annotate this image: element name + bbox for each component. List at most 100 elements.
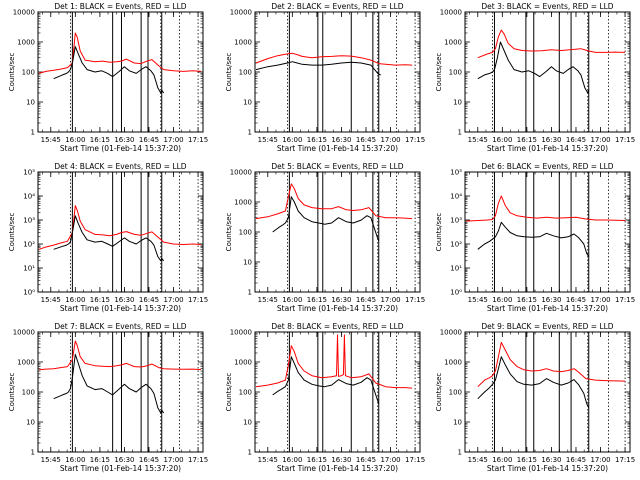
y-tick-label: 10¹	[450, 265, 462, 273]
x-tick-label: 16:00	[282, 456, 302, 464]
y-tick-label: 1000	[17, 39, 35, 47]
y-tick-label: 1000	[234, 39, 252, 47]
y-tick-label: 10000	[230, 169, 252, 177]
x-tick-label: 16:30	[331, 456, 351, 464]
x-tick-label: 17:15	[405, 456, 425, 464]
x-tick-label: 16:00	[492, 456, 512, 464]
x-tick-label: 16:45	[139, 456, 159, 464]
series-line-red-lld	[38, 205, 202, 250]
series-line-red-lld	[38, 340, 202, 371]
y-axis-label: Counts/sec	[225, 373, 233, 412]
x-tick-label: 16:15	[517, 296, 537, 304]
series-line-black-events	[53, 215, 165, 262]
x-tick-label: 15:45	[468, 136, 488, 144]
panel-det-9: Det 9: BLACK = Events, RED = LLD 1 10 100 10…	[435, 322, 635, 473]
x-tick-label: 16:30	[541, 456, 561, 464]
y-tick-label: 10000	[440, 329, 462, 337]
x-axis-label: Start Time (01-Feb-14 15:37:20)	[487, 304, 608, 313]
x-tick-label: 17:15	[615, 136, 635, 144]
x-tick-label: 16:45	[566, 136, 586, 144]
x-axis-label: Start Time (01-Feb-14 15:37:20)	[60, 304, 181, 313]
panel-title: Det 1: BLACK = Events, RED = LLD	[54, 2, 186, 11]
x-tick-label: 15:45	[258, 136, 278, 144]
series-line-red-lld	[255, 334, 413, 389]
y-tick-label: 1	[458, 449, 462, 457]
panel-det-1: Det 1: BLACK = Events, RED = LLD 1 10 100 10…	[8, 2, 208, 153]
panel-det-6: Det 6: BLACK = Events, RED = LLD 10⁰ 10¹ 10…	[435, 162, 635, 313]
y-axis-label: Counts/sec	[435, 373, 443, 412]
x-tick-label: 17:15	[405, 296, 425, 304]
y-axis-label: Counts/sec	[8, 213, 16, 252]
y-tick-label: 10	[243, 259, 252, 267]
plot-frame	[254, 11, 421, 133]
y-tick-label: 10⁵	[450, 169, 462, 177]
y-tick-label: 1	[248, 289, 252, 297]
x-tick-label: 16:45	[356, 296, 376, 304]
y-axis-label: Counts/sec	[8, 53, 16, 92]
panel-title: Det 4: BLACK = Events, RED = LLD	[54, 162, 186, 171]
y-tick-label: 100	[22, 69, 35, 77]
x-tick-label: 17:00	[380, 136, 400, 144]
y-tick-label: 1000	[234, 199, 252, 207]
plot-frame	[464, 331, 631, 453]
x-tick-label: 16:00	[65, 296, 85, 304]
x-tick-label: 17:15	[405, 136, 425, 144]
y-tick-label: 10000	[13, 329, 35, 337]
x-tick-label: 15:45	[258, 456, 278, 464]
x-tick-label: 16:15	[90, 136, 110, 144]
x-tick-label: 15:45	[258, 296, 278, 304]
y-tick-label: 100	[239, 229, 252, 237]
panel-title: Det 6: BLACK = Events, RED = LLD	[481, 162, 613, 171]
x-tick-label: 16:45	[139, 136, 159, 144]
y-tick-label: 10²	[23, 241, 35, 249]
series-line-black-events	[53, 353, 165, 414]
x-axis-label: Start Time (01-Feb-14 15:37:20)	[60, 144, 181, 153]
panel-det-3: Det 3: BLACK = Events, RED = LLD 1 10 100 10…	[435, 2, 635, 153]
plot-frame	[464, 11, 631, 133]
y-tick-label: 10000	[230, 9, 252, 17]
x-tick-label: 15:45	[41, 456, 61, 464]
x-tick-label: 16:00	[492, 136, 512, 144]
y-tick-label: 10²	[450, 241, 462, 249]
series-line-black-events	[477, 356, 590, 408]
series-line-red-lld	[38, 32, 202, 74]
x-axis-label: Start Time (01-Feb-14 15:37:20)	[60, 464, 181, 473]
x-tick-label: 16:00	[65, 456, 85, 464]
y-tick-label: 100	[239, 389, 252, 397]
y-tick-label: 10000	[230, 329, 252, 337]
x-tick-label: 17:00	[590, 296, 610, 304]
panel-title: Det 5: BLACK = Events, RED = LLD	[271, 162, 403, 171]
series-line-red-lld	[255, 183, 413, 220]
y-tick-label: 10⁴	[23, 193, 35, 201]
series-line-red-lld	[477, 29, 626, 59]
panel-det-5: Det 5: BLACK = Events, RED = LLD 1 10 100 10…	[225, 162, 425, 313]
x-tick-label: 16:00	[282, 136, 302, 144]
panel-title: Det 2: BLACK = Events, RED = LLD	[271, 2, 403, 11]
x-tick-label: 16:00	[282, 296, 302, 304]
y-axis-label: Counts/sec	[435, 53, 443, 92]
y-tick-label: 100	[449, 389, 462, 397]
x-tick-label: 16:30	[541, 136, 561, 144]
y-tick-label: 1	[31, 449, 35, 457]
y-tick-label: 10⁰	[450, 289, 462, 297]
x-tick-label: 15:45	[41, 136, 61, 144]
x-tick-label: 16:15	[90, 296, 110, 304]
y-tick-label: 1000	[17, 359, 35, 367]
x-tick-label: 15:45	[468, 296, 488, 304]
x-tick-label: 17:00	[590, 136, 610, 144]
x-tick-label: 17:15	[188, 296, 208, 304]
y-tick-label: 10⁴	[450, 193, 462, 201]
panel-det-4: Det 4: BLACK = Events, RED = LLD 10⁰ 10¹ 10…	[8, 162, 208, 313]
x-axis-label: Start Time (01-Feb-14 15:37:20)	[487, 144, 608, 153]
x-tick-label: 16:30	[331, 296, 351, 304]
plot-frame	[37, 11, 204, 133]
x-tick-label: 17:15	[188, 456, 208, 464]
x-tick-label: 16:45	[356, 456, 376, 464]
x-tick-label: 16:30	[114, 136, 134, 144]
series-line-black-events	[272, 196, 380, 242]
y-tick-label: 100	[449, 69, 462, 77]
series-line-black-events	[477, 41, 590, 94]
x-tick-label: 17:00	[380, 456, 400, 464]
panel-det-8: Det 8: BLACK = Events, RED = LLD 1 10 100 10…	[225, 322, 425, 473]
x-tick-label: 16:15	[307, 456, 327, 464]
